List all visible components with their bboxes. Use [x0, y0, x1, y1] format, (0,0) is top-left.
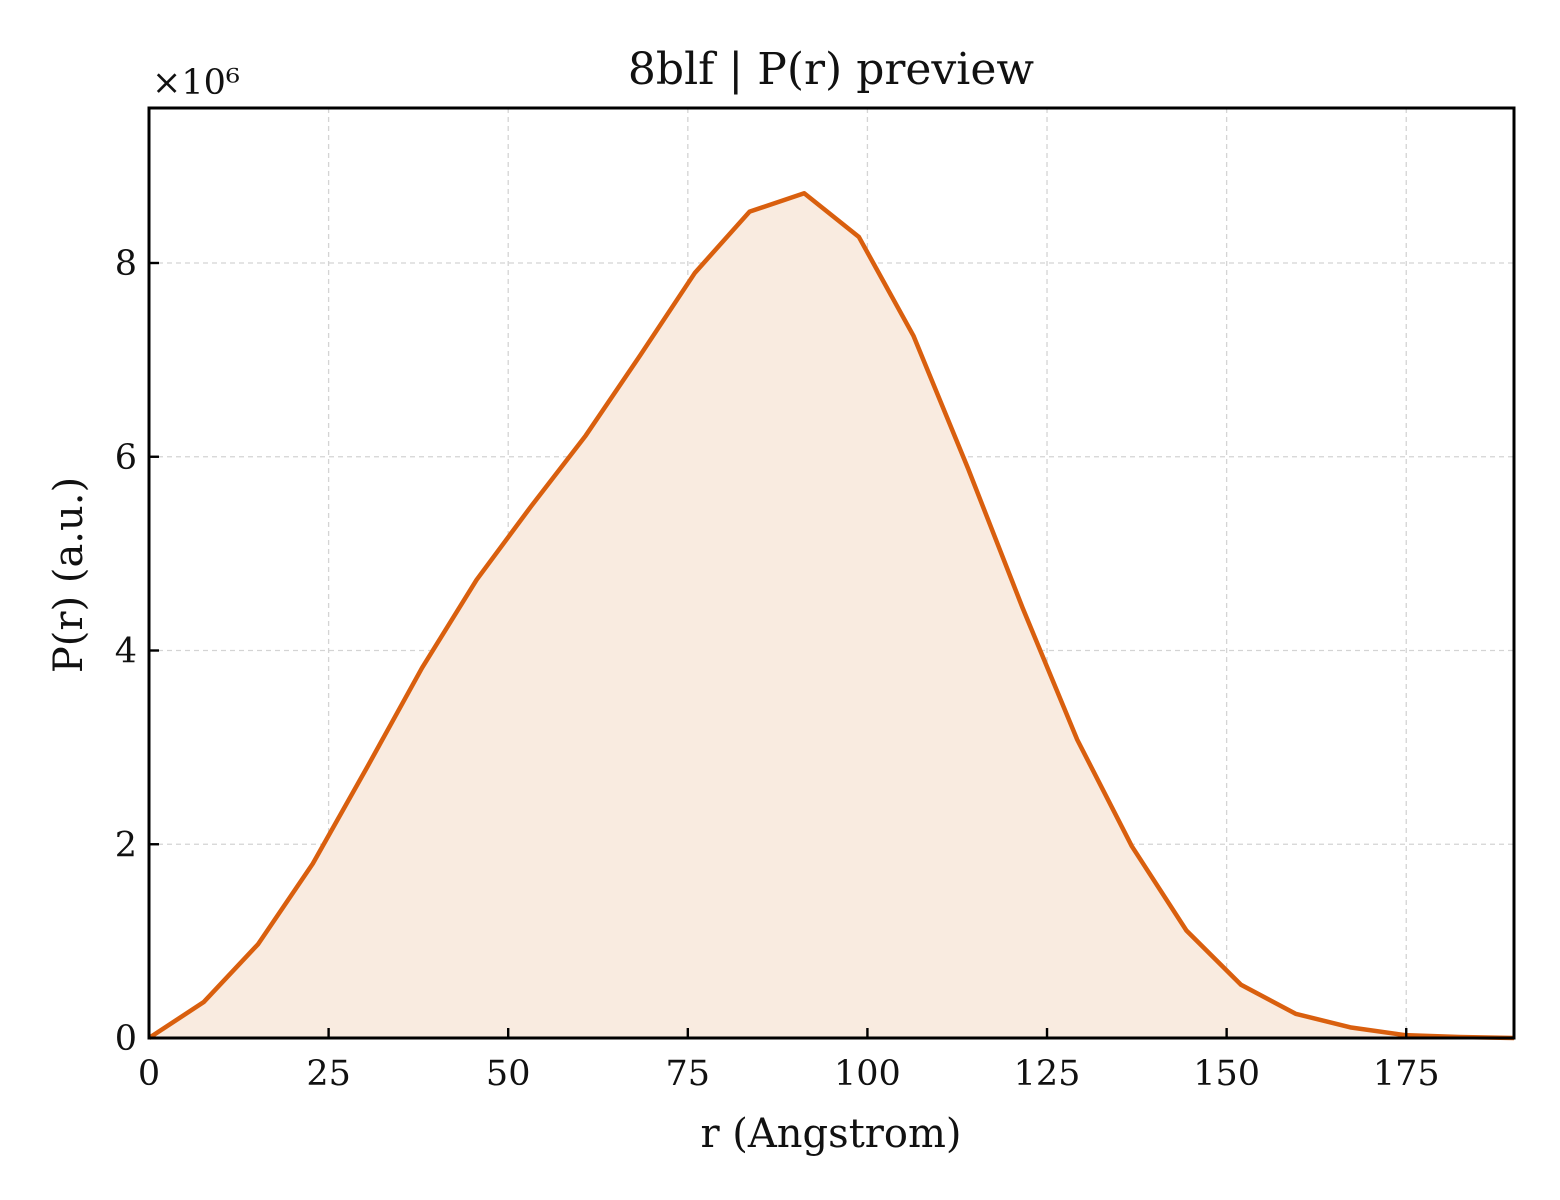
x-tick-label: 125 [1014, 1054, 1081, 1094]
y-axis-label: P(r) (a.u.) [46, 477, 92, 673]
x-tick-label: 50 [486, 1054, 531, 1094]
x-tick-label: 25 [306, 1054, 351, 1094]
y-tick-label: 6 [115, 438, 137, 478]
y-tick-label: 4 [115, 632, 137, 672]
y-multiplier-label: ×10⁶ [152, 63, 240, 103]
x-tick-label: 100 [834, 1054, 901, 1094]
y-tick-label: 0 [115, 1019, 137, 1059]
x-tick-label: 0 [138, 1054, 160, 1094]
tick-layer: 0 25 50 75 100 125 150 175 0 2 4 6 8 [115, 244, 1440, 1094]
pr-area-fill [149, 193, 1514, 1038]
x-axis-label: r (Angstrom) [700, 1111, 961, 1157]
plot-frame [147, 106, 1516, 1040]
x-tick-label: 175 [1373, 1054, 1440, 1094]
y-tick-label: 2 [115, 825, 137, 865]
chart-title: 8blf | P(r) preview [628, 44, 1034, 95]
x-tick-label: 75 [666, 1054, 711, 1094]
pr-line [147, 191, 1515, 1041]
y-tick-label: 8 [115, 244, 137, 284]
x-tick-label: 150 [1193, 1054, 1260, 1094]
